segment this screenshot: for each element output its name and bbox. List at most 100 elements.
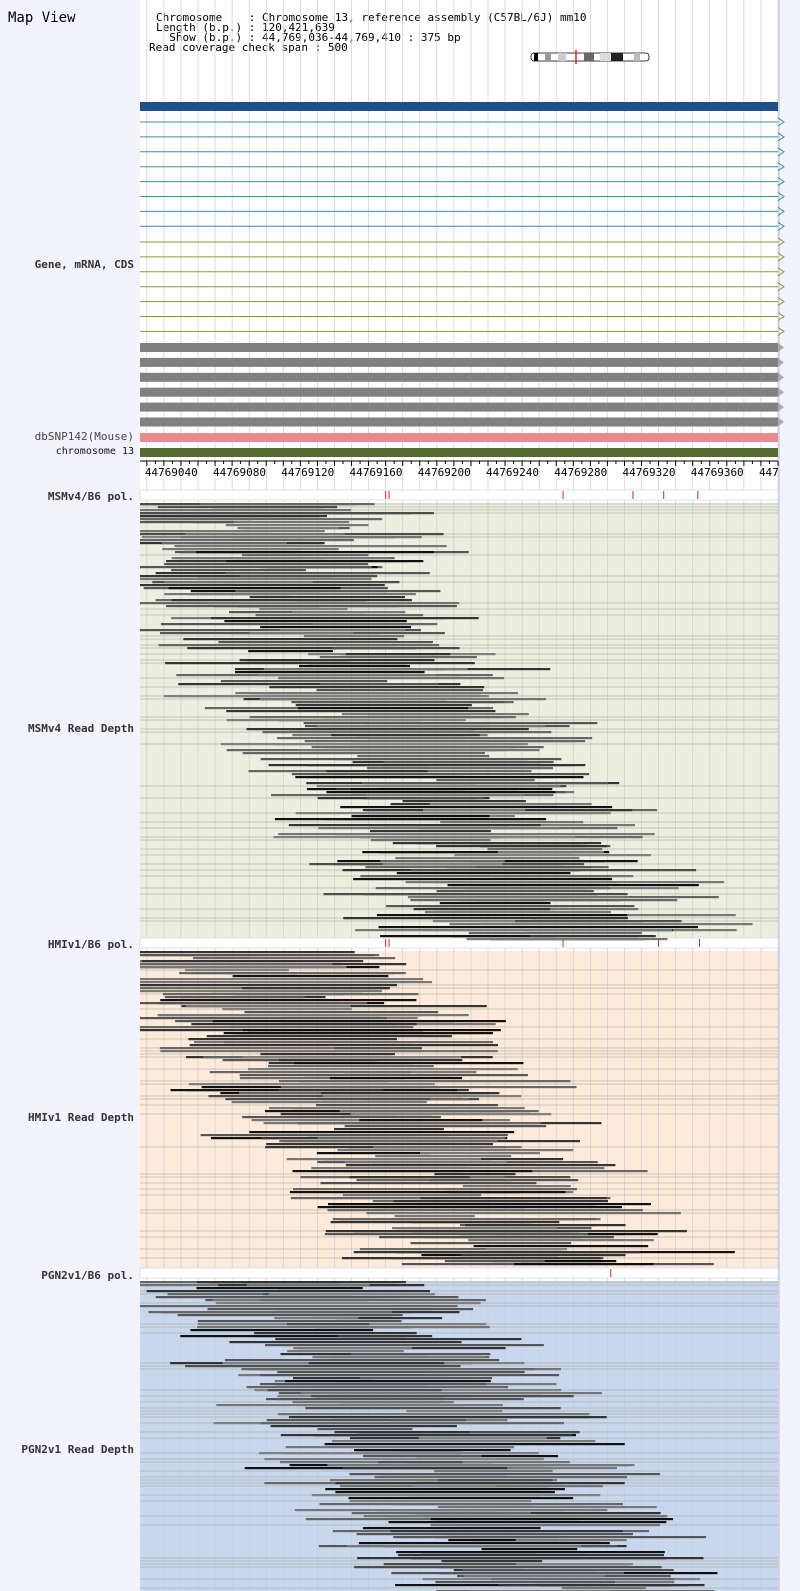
hmi-depth-read — [189, 1044, 498, 1047]
pgn-depth-read — [331, 1440, 596, 1443]
hmi-depth-read — [353, 1251, 640, 1254]
pgn-depth-read — [293, 1347, 412, 1350]
hmi-depth-read — [280, 1086, 577, 1089]
pgn-depth-read — [229, 1341, 462, 1344]
pgn-depth-read — [280, 1434, 572, 1437]
pgn-depth-read — [180, 1335, 406, 1338]
hmi-depth-read — [339, 1110, 539, 1113]
pgn-depth-read — [266, 1419, 467, 1422]
msm-depth-read — [378, 926, 699, 929]
pgn-depth-read — [356, 1533, 633, 1536]
pgn-depth-read — [196, 1287, 321, 1290]
msm-depth-read — [339, 749, 507, 752]
ideogram-band — [534, 53, 538, 61]
pgn-depth-read — [362, 1455, 482, 1458]
left-label-panel — [0, 0, 140, 1591]
hmi-depth-read — [411, 1221, 533, 1224]
pgn-depth-read — [391, 1572, 624, 1575]
hmi-depth-read — [473, 1245, 649, 1248]
msm-depth-read — [224, 620, 407, 623]
msm-depth-read — [369, 830, 491, 833]
msm-depth-read — [140, 518, 383, 521]
hmi-depth-read — [344, 1125, 547, 1128]
pgn-depth-read — [430, 1518, 674, 1521]
pgn-depth-read — [260, 1383, 487, 1386]
right-margin — [778, 0, 800, 1591]
hmi-depth-read — [185, 972, 406, 975]
chromosome-bar — [140, 448, 778, 457]
hmi-pol-track — [139, 937, 779, 949]
msm-depth-read — [274, 818, 547, 821]
msm-depth-read — [164, 593, 416, 596]
track-label-chromosome: chromosome 13 — [55, 446, 134, 457]
pgn-depth-read — [398, 1554, 664, 1557]
strand-arrow — [777, 221, 785, 231]
pgn-depth-read — [325, 1488, 565, 1491]
hmi-depth-read — [160, 999, 417, 1002]
gene-track — [140, 102, 785, 427]
hmi-depth-read — [311, 1167, 605, 1170]
pgn-depth-read — [416, 1512, 661, 1515]
hmi-depth-read — [332, 1203, 651, 1206]
ideogram-band — [545, 53, 551, 61]
hmi-depth-read — [246, 981, 398, 984]
msm-depth-read — [291, 773, 590, 776]
track-label-msm-depth: MSMv4 Read Depth — [28, 722, 134, 735]
strand-arrow — [778, 372, 784, 382]
hmi-depth-read — [468, 1239, 654, 1242]
pgn-depth-read — [462, 1569, 674, 1572]
msm-depth-read — [226, 710, 496, 713]
pgn-depth-read — [177, 1314, 403, 1317]
msm-depth-read — [171, 569, 306, 572]
msm-depth-read — [331, 734, 480, 737]
msm-depth-read — [367, 737, 553, 740]
msm-depth-read — [295, 704, 472, 707]
hmi-depth-read — [444, 1260, 545, 1263]
hmi-depth-read — [164, 996, 305, 999]
pgn-depth-read — [348, 1497, 574, 1500]
pgn-depth-read — [362, 1527, 541, 1530]
strand-arrow — [777, 177, 785, 187]
hmi-depth-read — [223, 1032, 425, 1035]
msm-depth-read — [249, 632, 354, 635]
pgn-depth-read — [353, 1449, 464, 1452]
msm-depth-read — [248, 650, 333, 653]
strand-arrow — [778, 402, 784, 412]
ideogram-band — [584, 53, 594, 61]
info-show-key: Show (b.p.) — [169, 31, 243, 44]
pgn-depth-read — [396, 1551, 665, 1554]
pgn-depth-read — [346, 1545, 582, 1548]
hmi-depth-read — [140, 1017, 387, 1020]
hmi-depth-read — [320, 1092, 499, 1095]
hmi-depth-read — [317, 1206, 623, 1209]
map-view-title: Map View — [8, 10, 76, 26]
polymorphism-tracks — [139, 489, 779, 1279]
pgn-depth-read — [148, 1311, 393, 1314]
info-coverage: Read coverage check span : 500 — [149, 41, 348, 54]
pgn-depth-read — [388, 1521, 667, 1524]
pgn-depth-read — [155, 1296, 459, 1299]
hmi-depth-read — [344, 1161, 507, 1164]
transcript-bar — [140, 387, 778, 397]
msm-depth-read — [194, 521, 350, 524]
track-label-pgn-pol: PGN2v1/B6 pol. — [41, 1269, 134, 1282]
strand-arrow — [777, 282, 785, 292]
pgn-depth-read — [287, 1350, 404, 1353]
hmi-depth-read — [191, 1023, 417, 1026]
msm-depth-read — [341, 713, 529, 716]
msm-depth-read — [140, 539, 354, 542]
hmi-depth-read — [332, 1218, 597, 1221]
hmi-depth-read — [359, 1119, 483, 1122]
hmi-depth-read — [209, 1071, 412, 1074]
pgn-depth-read — [412, 1467, 618, 1470]
pgn-depth-read — [481, 1548, 578, 1551]
msm-depth-read — [395, 857, 580, 860]
strand-arrow — [777, 117, 785, 127]
hmi-depth-read — [141, 960, 364, 963]
msm-depth-read — [226, 560, 424, 563]
msm-depth-read — [140, 521, 234, 524]
msm-depth-read — [294, 599, 412, 602]
hmi-depth-read — [420, 1197, 607, 1200]
msm-depth-read — [168, 587, 341, 590]
hmi-depth-read — [428, 1179, 579, 1182]
